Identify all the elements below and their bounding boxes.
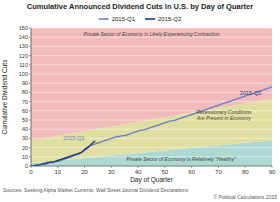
y-tick-label: 110 <box>19 62 28 68</box>
annotation: 2015-Q2 <box>240 90 261 96</box>
y-tick <box>29 138 31 139</box>
y-tick <box>29 74 31 75</box>
x-axis-label: Day of Quarter <box>130 176 173 184</box>
grid-line <box>31 64 272 65</box>
y-tick <box>29 37 31 38</box>
zone-label: Recessionary ConditionsAre Present in Ec… <box>196 109 252 121</box>
x-tick-label: 60 <box>188 169 195 175</box>
y-tick <box>29 92 31 93</box>
grid-line <box>31 74 272 75</box>
x-tick <box>191 166 192 168</box>
x-tick <box>57 166 58 168</box>
annotation: 2015-Q1 <box>63 135 84 141</box>
x-tick-label: 30 <box>108 169 115 175</box>
x-tick <box>218 166 219 168</box>
chart: Cumulative Announced Dividend Cuts in U.… <box>0 0 280 202</box>
grid-line <box>31 55 272 56</box>
grid-line <box>31 28 272 29</box>
y-tick-label: 50 <box>22 117 28 123</box>
y-tick <box>29 156 31 157</box>
grid-line <box>31 147 272 148</box>
x-tick-label: 80 <box>242 169 249 175</box>
legend-item: 2015-Q1 <box>99 16 136 22</box>
grid-line <box>31 129 272 130</box>
legend-swatch <box>145 18 155 20</box>
y-tick-label: 90 <box>22 80 28 86</box>
zone-label-line: Are Present in Economy <box>196 115 251 121</box>
grid-line <box>31 46 272 47</box>
y-tick-label: 150 <box>19 25 28 31</box>
y-tick <box>29 55 31 56</box>
y-tick <box>29 166 31 167</box>
zone-label: Private Sector of Economy Is Likely Expe… <box>84 31 220 37</box>
y-tick <box>29 147 31 148</box>
legend: 2015-Q1 2015-Q2 <box>99 16 182 22</box>
x-tick-label: 50 <box>162 169 169 175</box>
grid-line <box>31 166 272 167</box>
x-tick-label: 0 <box>29 169 33 175</box>
legend-label: 2015-Q2 <box>158 16 182 22</box>
y-tick-label: 140 <box>19 34 28 40</box>
legend-label: 2015-Q1 <box>112 16 136 22</box>
y-tick-label: 80 <box>22 89 28 95</box>
plot-area <box>31 28 272 166</box>
series-line <box>31 87 272 166</box>
y-tick-label: 130 <box>19 43 28 49</box>
x-axis <box>31 166 272 167</box>
source: Sources: Seeking Alpha Market Currents, … <box>3 187 189 193</box>
x-tick <box>138 166 139 168</box>
x-tick <box>111 166 112 168</box>
legend-item: 2015-Q2 <box>145 16 182 22</box>
x-tick-label: 20 <box>81 169 88 175</box>
y-tick-label: 60 <box>22 108 28 114</box>
y-tick-label: 20 <box>22 145 28 151</box>
x-tick-label: 40 <box>135 169 142 175</box>
zone-label-line: Private Sector of Economy Is Relatively … <box>126 156 236 162</box>
legend-swatch <box>99 18 109 20</box>
y-axis <box>31 28 32 166</box>
title: Cumulative Announced Dividend Cuts in U.… <box>27 2 253 11</box>
x-tick-label: 70 <box>215 169 222 175</box>
x-tick <box>245 166 246 168</box>
grid-line <box>31 83 272 84</box>
y-tick-label: 100 <box>19 71 28 77</box>
y-axis-label: Cumulative Dividend Cuts <box>1 59 8 135</box>
y-tick <box>29 101 31 102</box>
y-tick <box>29 110 31 111</box>
y-tick <box>29 64 31 65</box>
y-tick-label: 120 <box>19 53 28 59</box>
grid-line <box>31 101 272 102</box>
series-line <box>31 141 95 166</box>
credit: © Political Calculations 2015 <box>214 194 278 200</box>
grid-line <box>31 92 272 93</box>
y-tick <box>29 28 31 29</box>
zone-label: Private Sector of Economy Is Relatively … <box>126 156 236 162</box>
y-tick-label: 40 <box>22 126 28 132</box>
y-tick-label: 70 <box>22 99 28 105</box>
zone-label-line: Private Sector of Economy Is Likely Expe… <box>84 31 220 37</box>
x-tick <box>84 166 85 168</box>
y-tick-label: 0 <box>25 163 28 169</box>
zone <box>31 28 272 140</box>
x-tick <box>272 166 273 168</box>
y-tick <box>29 46 31 47</box>
y-tick <box>29 120 31 121</box>
x-tick-label: 10 <box>54 169 61 175</box>
x-tick-label: 90 <box>269 169 276 175</box>
y-tick <box>29 129 31 130</box>
x-tick <box>164 166 165 168</box>
y-tick-label: 10 <box>22 154 28 160</box>
y-tick-label: 30 <box>22 135 28 141</box>
y-tick <box>29 83 31 84</box>
